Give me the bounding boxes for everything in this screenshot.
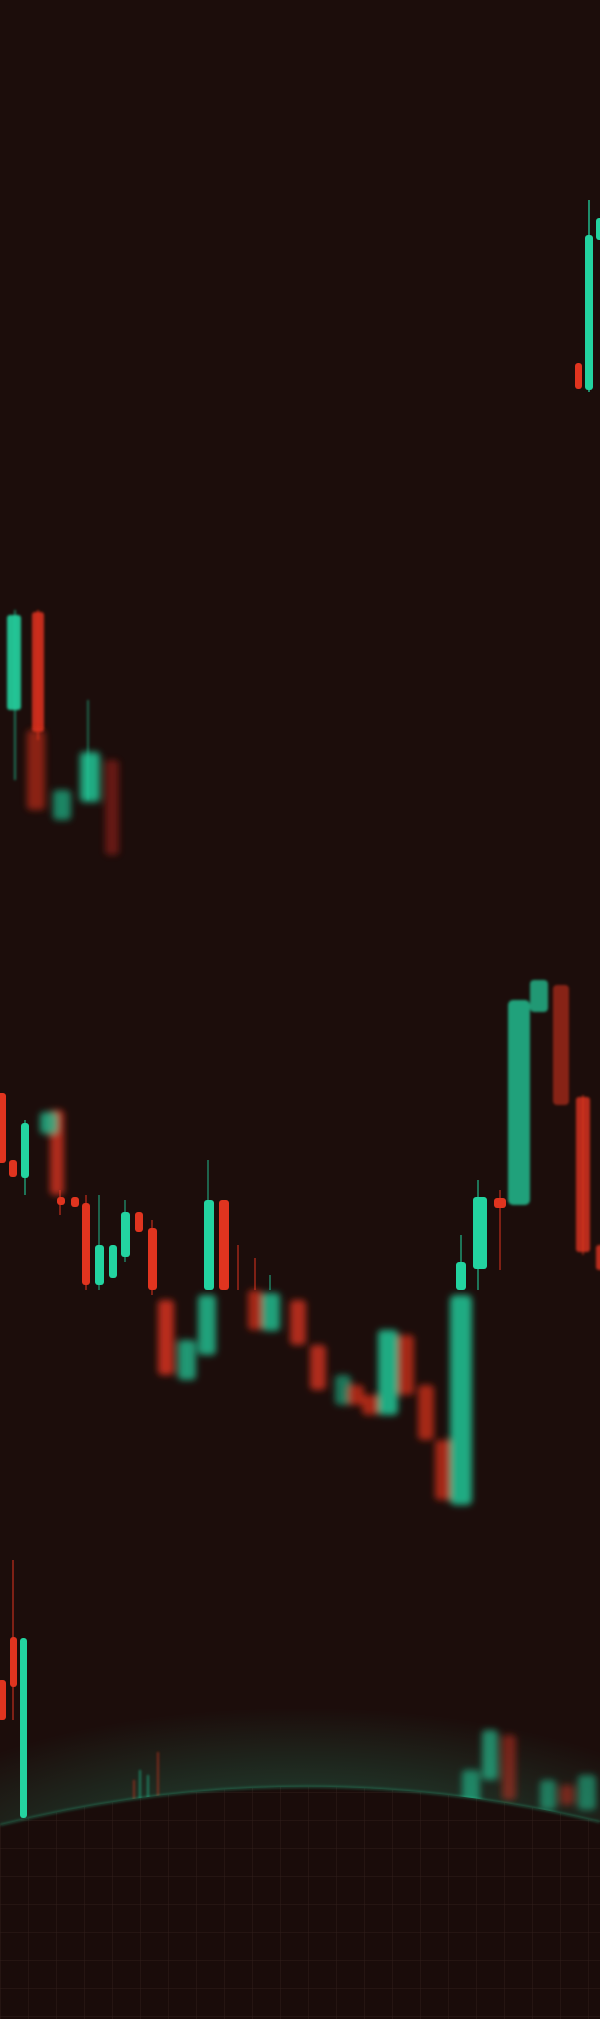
- candle-cluster-horizon-left: [133, 1752, 159, 1800]
- candle-cluster-midground-blur: [40, 1110, 472, 1505]
- candle-cluster-top-right: [575, 200, 600, 392]
- candle-cluster-middle-left: [0, 1093, 271, 1295]
- candle-cluster-right-middle-blur: [508, 980, 600, 1270]
- candle-cluster-upper-left-far: [27, 730, 119, 855]
- grid-floor: [0, 1785, 600, 2019]
- candle-cluster-right-middle: [456, 1180, 506, 1290]
- candle-cluster-upper-left: [7, 610, 89, 800]
